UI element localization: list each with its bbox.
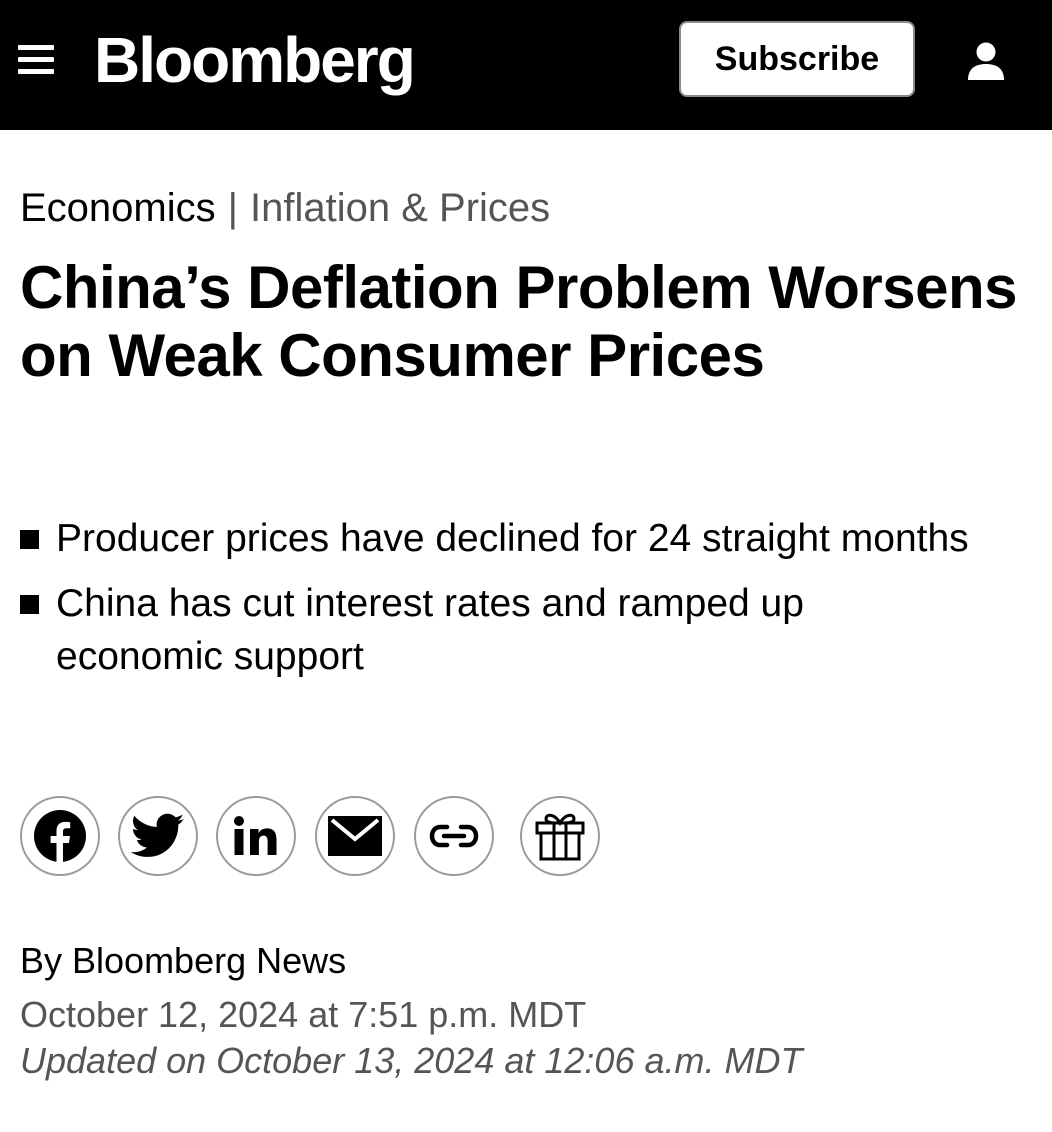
article-summary-list: Producer prices have declined for 24 str…	[20, 512, 980, 695]
twitter-share-button[interactable]	[118, 796, 198, 876]
breadcrumb-subsection-link[interactable]: Inflation & Prices	[250, 186, 551, 230]
bloomberg-logo[interactable]: Bloomberg	[94, 24, 416, 96]
twitter-icon	[131, 813, 185, 857]
copy-link-button[interactable]	[414, 796, 494, 876]
updated-timestamp: Updated on October 13, 2024 at 12:06 a.m…	[20, 1040, 803, 1081]
article-headline: China’s Deflation Problem Worsens on Wea…	[20, 254, 1018, 389]
summary-bullet-text: Producer prices have declined for 24 str…	[56, 517, 969, 560]
breadcrumb-section-link[interactable]: Economics	[20, 186, 216, 230]
article-byline[interactable]: By Bloomberg News	[20, 940, 347, 981]
summary-bullet: China has cut interest rates and ramped …	[20, 577, 980, 683]
summary-bullet-text: China has cut interest rates and ramped …	[56, 582, 804, 678]
top-navigation-bar: Bloomberg Subscribe	[0, 0, 1052, 130]
facebook-icon	[34, 810, 86, 863]
published-timestamp: October 12, 2024 at 7:51 p.m. MDT	[20, 994, 587, 1035]
facebook-share-button[interactable]	[20, 796, 100, 876]
hamburger-menu-icon[interactable]	[18, 40, 54, 80]
gift-article-button[interactable]	[520, 796, 600, 876]
breadcrumb: Economics | Inflation & Prices	[20, 182, 550, 234]
subscribe-button[interactable]: Subscribe	[679, 21, 915, 97]
email-icon	[328, 816, 382, 856]
bullet-square-icon	[20, 595, 39, 614]
bullet-square-icon	[20, 530, 39, 549]
linkedin-icon	[234, 816, 277, 855]
email-share-button[interactable]	[315, 796, 395, 876]
gift-icon	[535, 813, 585, 861]
linkedin-share-button[interactable]	[216, 796, 296, 876]
summary-bullet: Producer prices have declined for 24 str…	[20, 512, 980, 565]
breadcrumb-separator: |	[227, 186, 239, 230]
user-account-icon[interactable]	[962, 38, 1010, 86]
copy-link-icon	[429, 824, 479, 848]
